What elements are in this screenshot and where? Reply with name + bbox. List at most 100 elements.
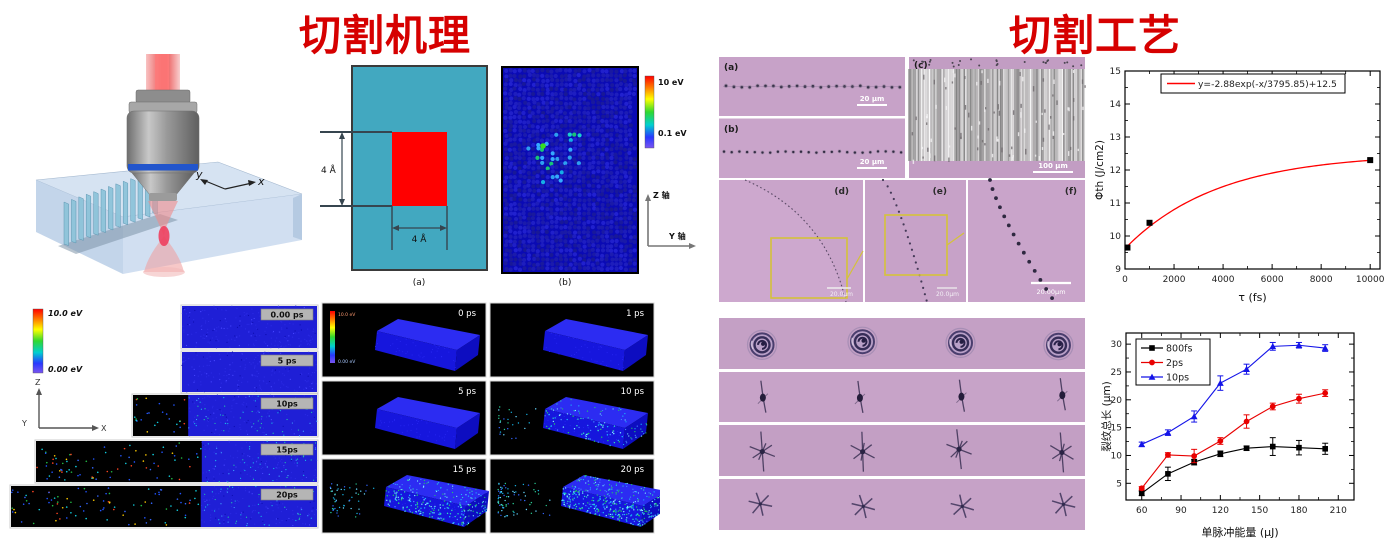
legend: y=-2.88exp(-x/3795.85)+12.5 <box>1160 73 1346 94</box>
time-frame-3d: 1 ps <box>489 302 655 378</box>
scale-bar-label: 20.0μm <box>936 291 959 298</box>
micrograph-panel: (d) 20.0μm <box>719 179 864 303</box>
atom-field <box>503 68 638 272</box>
ablation-spot <box>1056 378 1068 411</box>
fit-curve <box>1124 159 1371 249</box>
series-line <box>1141 392 1326 489</box>
y-tick-label: 13 <box>1110 133 1121 143</box>
crater-row <box>719 425 1085 476</box>
axis-label-up: Z <box>35 378 41 387</box>
width-dimension-label: 4 Å <box>412 233 428 245</box>
scale-bar-label: 20 μm <box>860 158 885 166</box>
crater-row <box>719 318 1085 369</box>
y-tick-label: 9 <box>1115 265 1121 275</box>
panel-label: (b) <box>724 125 739 135</box>
frame-time-label: 15ps <box>276 446 298 455</box>
mini-colorbar-max: 10.0 eV <box>338 312 356 318</box>
ablation-crater-grid <box>719 318 1085 530</box>
x-tick-label: 180 <box>1290 506 1307 516</box>
cut-channel-grating <box>58 170 178 254</box>
ablation-spot <box>851 494 876 519</box>
data-point <box>1367 157 1374 164</box>
x-tick-label: 10000 <box>1356 275 1385 285</box>
atomic-energy-snapshot-b: 10 eV 0.1 eV Z 轴 Y 轴 (b) <box>501 66 696 288</box>
ablation-spot <box>1043 330 1074 361</box>
scale-bar-label: 20 μm <box>860 95 885 103</box>
panel-label: (f) <box>1065 187 1077 197</box>
time-frame-3d: 10.0 eV 0.00 eV 0 ps <box>321 302 487 378</box>
y-tick-label: 11 <box>1110 199 1121 209</box>
simulation-domain-diagram-a: 4 Å 4 Å (a) <box>320 65 488 288</box>
x-tick-label: 0 <box>1122 275 1128 285</box>
scale-bar-label: 100 μm <box>1038 162 1068 170</box>
axis-label-x: x <box>257 175 265 188</box>
laser-focusing-3d-figure: yx <box>35 54 303 277</box>
crack-length-chart: 60 90 120 150 180 210 5 10 15 20 25 30 单脉冲能量 (μJ) 裂纹总… <box>1100 332 1355 539</box>
microscopy-panels: (a) 20 μm (b) 20 μm (c) 100 μm (d) 20.0μm (e) 20.… <box>719 57 1086 303</box>
time-frame-2d: 15ps <box>34 439 319 484</box>
y-tick-label: 14 <box>1110 100 1122 110</box>
legend-label: 10ps <box>1166 373 1189 384</box>
panel-label: (a) <box>724 63 738 73</box>
micrograph-panel: (f) 20.00μm <box>968 178 1085 302</box>
micrograph-panel: (b) 20 μm <box>719 118 905 178</box>
ablation-spot <box>1049 432 1074 473</box>
frame-time-label: 20ps <box>276 491 298 500</box>
colorbar-min: 0.1 eV <box>658 129 687 138</box>
series-line <box>1141 446 1326 494</box>
frame-time-label: 10ps <box>276 400 298 409</box>
y-tick-label: 15 <box>1110 67 1121 77</box>
axis-label-y: y <box>195 168 203 181</box>
axis-label-right: X <box>101 424 107 433</box>
ablation-spot <box>950 494 975 519</box>
time-frame-2d: 5 ps <box>180 350 319 394</box>
micrograph-panel: (a) 20 μm <box>719 57 905 116</box>
x-tick-label: 210 <box>1330 506 1347 516</box>
ablation-spot <box>847 326 878 357</box>
ablation-spot <box>757 380 769 413</box>
time-frame-3d: 10 ps <box>489 380 655 456</box>
x-tick-label: 2000 <box>1163 275 1186 285</box>
x-tick-label: 4000 <box>1212 275 1235 285</box>
ablation-spot <box>748 492 773 516</box>
crater-row <box>719 479 1085 530</box>
zx-axis-indicator <box>36 388 99 431</box>
legend-label: 800fs <box>1166 344 1192 355</box>
panel-label: (d) <box>834 187 849 197</box>
threshold-fluence-chart: 0 2000 4000 6000 8000 10000 9 10 11 12 13 14 15 τ (fs… <box>1094 67 1385 304</box>
zoom-region-box <box>770 237 848 299</box>
legend-label: y=-2.88exp(-x/3795.85)+12.5 <box>1198 79 1337 90</box>
crater-row <box>719 372 1085 422</box>
x-tick-label: 60 <box>1136 506 1148 516</box>
colorbar-min: 0.00 eV <box>48 365 83 374</box>
caption-a: (a) <box>413 278 426 288</box>
zy-axis-indicator <box>645 194 696 249</box>
legend: 800fs 2ps 10ps <box>1135 338 1211 386</box>
data-point <box>1124 244 1131 251</box>
series-line <box>1141 344 1326 445</box>
panel-label: (c) <box>914 61 928 71</box>
axis-label-y: Y 轴 <box>668 231 686 241</box>
dimension-lines <box>320 131 448 250</box>
md-time-series-3d: 10.0 eV 0.00 eV 0 ps 1 ps 5 ps 10 ps 15 ps 20 p… <box>321 302 660 534</box>
mini-colorbar-min: 0.00 eV <box>338 359 356 365</box>
md-time-series-2d: 10.0 eV 0.00 eV Z X Y 0.00 ps 5 ps 10ps 15ps 20ps <box>9 304 319 529</box>
y-tick-label: 15 <box>1111 424 1122 434</box>
data-point <box>1146 219 1153 226</box>
time-frame-3d: 5 ps <box>321 380 487 456</box>
frame-time-label: 5 ps <box>278 357 297 366</box>
y-tick-label: 12 <box>1110 166 1121 176</box>
axis-label-z: Z 轴 <box>653 190 670 200</box>
colorbar <box>644 75 655 149</box>
colorbar-max: 10.0 eV <box>48 309 83 318</box>
y-tick-label: 25 <box>1111 368 1122 378</box>
ablation-spot <box>749 431 776 472</box>
time-frame-3d: 15 ps <box>321 458 489 534</box>
scale-bar-label: 20.00μm <box>1036 288 1065 296</box>
y-tick-label: 10 <box>1110 232 1122 242</box>
time-frame-3d: 20 ps <box>489 458 660 534</box>
frame-time-label: 15 ps <box>453 465 477 475</box>
ablation-spot <box>945 327 976 358</box>
frame-time-label: 0.00 ps <box>270 311 303 320</box>
xy-axis-indicator: yx <box>195 168 265 190</box>
